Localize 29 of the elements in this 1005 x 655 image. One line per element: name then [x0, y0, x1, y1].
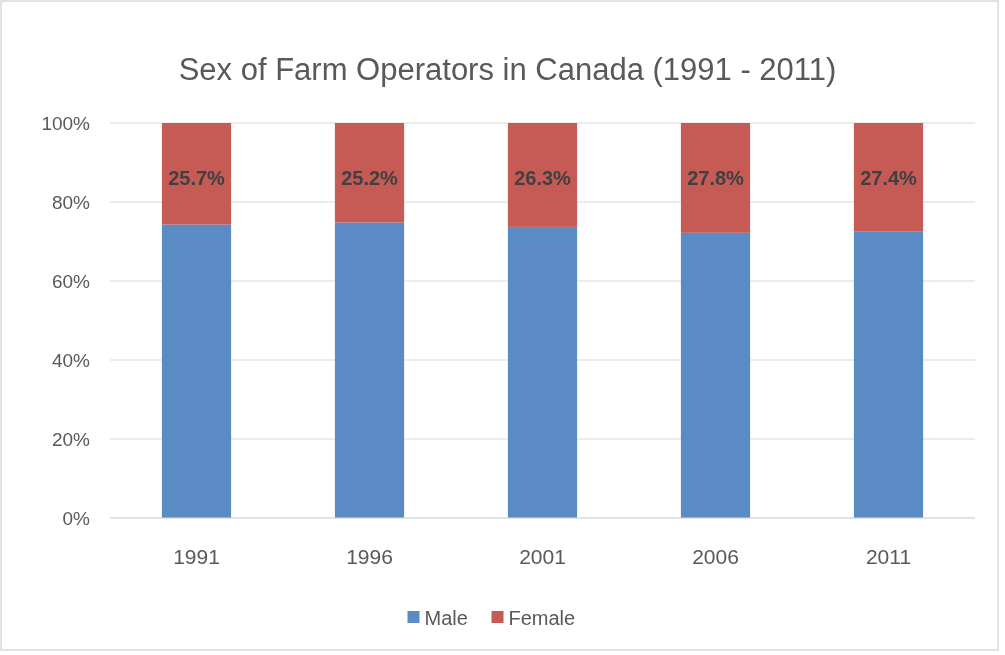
y-tick-label: 100% [41, 112, 91, 134]
bar [334, 123, 405, 223]
y-tick-label: 40% [51, 349, 91, 371]
bar [161, 123, 232, 225]
legend-label: Male [424, 607, 468, 629]
x-tick-label: 2001 [519, 545, 566, 568]
bar [161, 224, 232, 518]
data-label: 25.2% [341, 167, 399, 189]
data-label: 27.4% [860, 167, 918, 189]
x-tick-label: 2006 [692, 545, 739, 568]
y-tick-label: 60% [51, 270, 91, 292]
y-tick-label: 20% [51, 428, 91, 450]
bar [853, 123, 924, 232]
bar [680, 232, 751, 518]
x-tick-label: 1991 [173, 545, 220, 568]
bar [680, 123, 751, 233]
bar [507, 123, 578, 227]
data-label: 26.3% [514, 167, 572, 189]
chart-title: Sex of Farm Operators in Canada (1991 - 2011) [178, 52, 837, 87]
data-label: 25.7% [168, 167, 226, 189]
y-tick-label: 0% [62, 507, 91, 529]
x-tick-label: 2011 [865, 545, 912, 568]
x-tick-label: 1996 [346, 545, 393, 568]
data-label: 27.8% [687, 167, 745, 189]
bar [334, 222, 405, 518]
bar [507, 226, 578, 518]
bar [853, 231, 924, 518]
y-tick-label: 80% [51, 191, 91, 213]
legend-label: Female [508, 607, 576, 629]
